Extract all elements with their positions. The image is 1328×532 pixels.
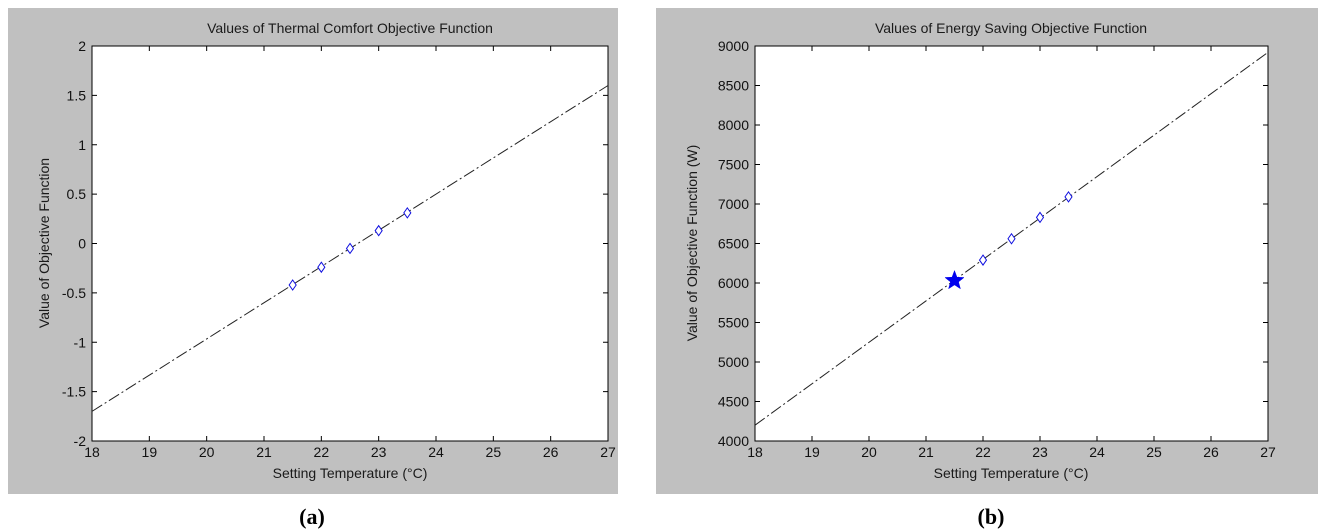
x-tick-label: 19 (142, 444, 158, 460)
diamond-marker (978, 254, 988, 266)
x-tick-label: 26 (1203, 444, 1219, 460)
y-tick-label: -0.5 (62, 285, 86, 301)
star-marker (944, 269, 965, 290)
x-tick-label: 26 (543, 444, 559, 460)
x-tick-label: 27 (600, 444, 616, 460)
x-axis-label: Setting Temperature (°C) (934, 465, 1089, 481)
y-tick-label: 8500 (718, 78, 749, 94)
chart-title: Values of Energy Saving Objective Functi… (875, 20, 1147, 36)
diamond-marker (288, 279, 297, 291)
y-tick-label: 1 (78, 137, 86, 153)
x-axis-label: Setting Temperature (°C) (273, 465, 428, 481)
x-tick-label: 24 (1089, 444, 1105, 460)
x-tick-label: 25 (1146, 444, 1162, 460)
x-tick-label: 20 (861, 444, 877, 460)
x-tick-label: 25 (486, 444, 502, 460)
x-tick-label: 23 (1032, 444, 1048, 460)
x-tick-label: 19 (804, 444, 820, 460)
y-tick-label: 2 (78, 38, 86, 54)
y-tick-label: 0.5 (67, 186, 87, 202)
y-axis-label: Value of Objective Function (W) (684, 145, 700, 342)
x-tick-label: 20 (199, 444, 215, 460)
y-tick-label: -1.5 (62, 384, 86, 400)
y-tick-label: 0 (78, 236, 86, 252)
x-tick-label: 21 (918, 444, 934, 460)
x-tick-label: 23 (371, 444, 387, 460)
y-tick-label: 6000 (718, 275, 749, 291)
x-tick-label: 18 (84, 444, 100, 460)
diamond-marker (1007, 232, 1016, 245)
y-tick-label: 7500 (718, 157, 749, 173)
x-tick-label: 24 (428, 444, 444, 460)
thermal-comfort-chart: Values of Thermal Comfort Objective Func… (36, 20, 616, 481)
diamond-marker (1035, 211, 1045, 224)
x-tick-label: 22 (314, 444, 330, 460)
x-tick-label: 27 (1260, 444, 1276, 460)
y-tick-label: 5000 (718, 354, 749, 370)
chart-title: Values of Thermal Comfort Objective Func… (207, 20, 493, 36)
y-tick-label: -2 (74, 433, 87, 449)
energy-saving-chart: Values of Energy Saving Objective Functi… (684, 20, 1276, 481)
y-tick-label: 4500 (718, 394, 749, 410)
y-tick-label: 8000 (718, 117, 749, 133)
y-tick-label: 5500 (718, 315, 749, 331)
x-tick-label: 18 (747, 444, 763, 460)
y-axis-label: Value of Objective Function (36, 158, 52, 328)
y-tick-label: 9000 (718, 38, 749, 54)
y-tick-label: 1.5 (67, 87, 87, 103)
y-tick-label: 7000 (718, 196, 749, 212)
y-tick-label: 6500 (718, 236, 749, 252)
diamond-marker (345, 242, 355, 255)
x-tick-label: 22 (975, 444, 991, 460)
x-tick-label: 21 (256, 444, 272, 460)
trend-line (754, 51, 1269, 426)
y-tick-label: -1 (74, 334, 87, 350)
y-tick-label: 4000 (718, 433, 749, 449)
caption-a: (a) (299, 504, 325, 529)
diamond-marker (374, 224, 383, 237)
diamond-marker (1064, 191, 1073, 203)
diamond-marker (317, 261, 326, 274)
caption-b: (b) (978, 504, 1005, 529)
diamond-marker (403, 207, 412, 219)
